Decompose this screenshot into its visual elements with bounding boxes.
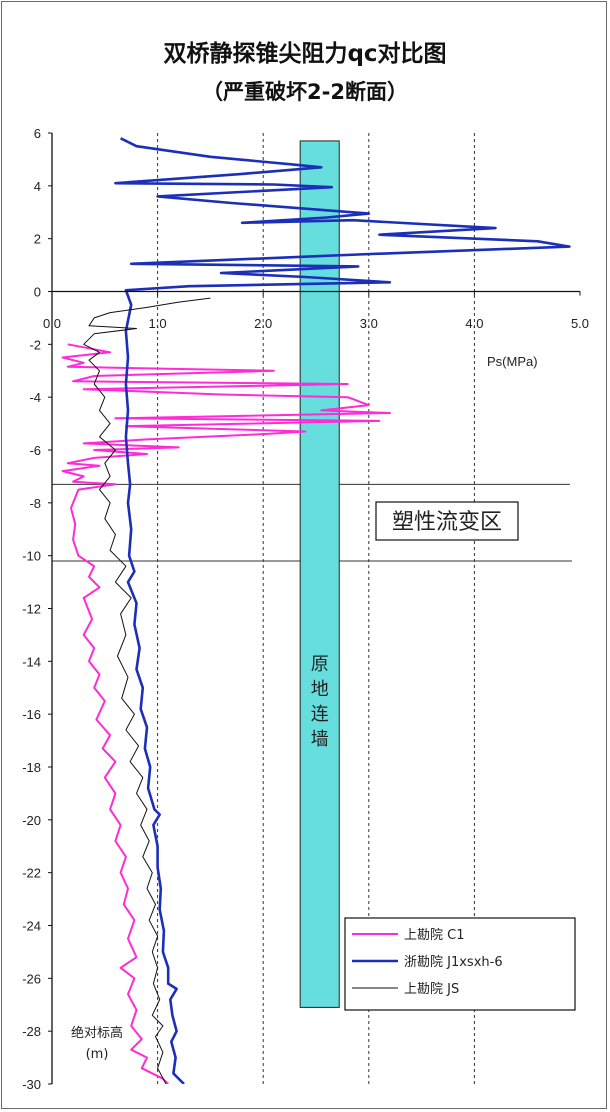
y-tick-label: 6: [34, 126, 41, 141]
series-line: [114, 137, 571, 1084]
legend-label: 浙勘院 J1xsxh-6: [404, 955, 503, 970]
y-tick-label: 0: [34, 285, 41, 300]
y-axis-label: 绝对标高: [71, 1025, 123, 1041]
wall-label-char: 墙: [311, 729, 329, 750]
x-tick-label: 3.0: [360, 316, 378, 331]
series-line: [83, 297, 211, 1084]
y-tick-label: -30: [22, 1077, 41, 1092]
series-line: [61, 343, 391, 1084]
y-tick-label: -12: [22, 602, 41, 617]
y-tick-label: -22: [22, 866, 41, 881]
y-tick-label: -14: [22, 654, 41, 669]
x-tick-label: 2.0: [254, 316, 272, 331]
wall-label-char: 地: [311, 679, 329, 700]
y-tick-label: -20: [22, 813, 41, 828]
legend-label: 上勘院 JS: [404, 982, 459, 997]
y-tick-label: -28: [22, 1024, 41, 1039]
x-tick-label: 0.0: [43, 316, 61, 331]
legend-label: 上勘院 C1: [404, 928, 464, 943]
y-tick-label: -10: [22, 549, 41, 564]
y-tick-label: -8: [29, 496, 41, 511]
wall-label-char: 连: [311, 704, 329, 725]
y-tick-label: -18: [22, 760, 41, 775]
y-tick-label: 4: [34, 179, 41, 194]
y-axis-label-unit: (m): [86, 1047, 109, 1062]
x-tick-label: 5.0: [571, 316, 589, 331]
zone-label-box: [375, 501, 519, 541]
y-tick-label: -26: [22, 971, 41, 986]
y-tick-label: -24: [22, 919, 41, 934]
y-tick-label: 2: [34, 232, 41, 247]
y-tick-label: -4: [29, 390, 41, 405]
y-tick-label: -6: [29, 443, 41, 458]
x-tick-label: 4.0: [465, 316, 483, 331]
x-axis-label: Ps(MPa): [487, 354, 538, 369]
y-tick-label: -2: [29, 337, 41, 352]
chart-title: 双桥静探锥尖阻力qc对比图: [163, 41, 447, 67]
y-tick-label: -16: [22, 707, 41, 722]
diaphragm-wall-bar: [299, 140, 340, 1008]
wall-label-char: 原: [311, 654, 329, 675]
x-tick-label: 1.0: [149, 316, 167, 331]
zone-label: 塑性流变区: [392, 510, 502, 535]
chart-subtitle: （严重破坏2-2断面）: [202, 80, 408, 104]
